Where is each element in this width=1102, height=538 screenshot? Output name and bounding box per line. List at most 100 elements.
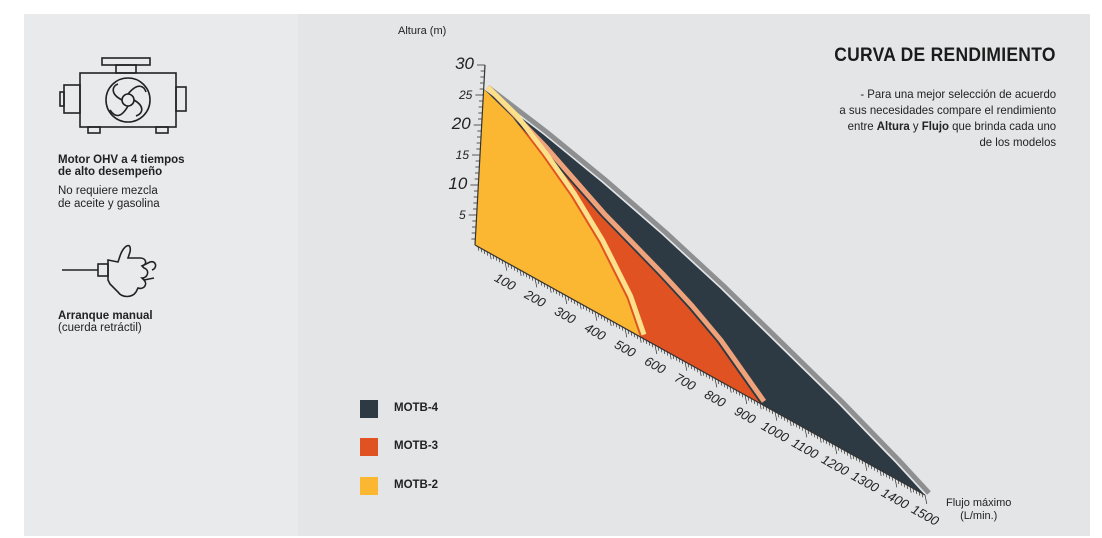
x-tick-mark xyxy=(669,353,672,360)
x-tick-mark xyxy=(771,409,774,415)
x-tick-mark xyxy=(498,258,501,263)
x-tick-mark xyxy=(717,379,720,385)
x-tick-mark xyxy=(897,479,900,485)
x-tick-mark xyxy=(687,363,690,368)
x-tick-mark xyxy=(633,333,636,338)
x-tick-mark xyxy=(720,381,723,386)
x-tick-mark xyxy=(492,254,495,260)
x-tick-mark xyxy=(762,404,765,410)
x-tick-mark xyxy=(861,459,864,465)
x-tick-mark xyxy=(693,366,696,371)
x-tick-mark xyxy=(519,269,522,277)
x-tick-mark xyxy=(900,481,903,486)
chart-description: - Para una mejor selección de acuerdo a … xyxy=(839,86,1056,150)
x-tick-mark xyxy=(540,281,543,286)
x-tick-mark xyxy=(915,489,918,495)
x-tick-mark xyxy=(522,271,525,276)
x-tick-mark xyxy=(825,439,828,445)
x-tick-mark xyxy=(537,279,540,285)
x-tick-mark xyxy=(654,344,658,355)
x-tick-mark xyxy=(729,386,732,393)
legend-swatch-motb4 xyxy=(360,400,378,418)
x-tick-mark xyxy=(798,424,801,430)
x-tick-mark xyxy=(741,393,744,398)
x-tick-label: 1500 xyxy=(909,501,942,529)
x-tick-mark xyxy=(639,336,642,343)
legend-swatch-motb3 xyxy=(360,438,378,456)
x-tick-label: 100 xyxy=(492,270,519,294)
x-tick-mark xyxy=(645,339,648,345)
desc-line-1: - Para una mejor selección de acuerdo xyxy=(860,87,1056,101)
x-tick-mark xyxy=(855,456,858,461)
x-tick-mark xyxy=(777,413,780,418)
x-tick-mark xyxy=(561,293,564,298)
feature-engine-desc: No requiere mezcla xyxy=(58,185,158,197)
x-tick-mark xyxy=(804,428,808,438)
x-tick-mark xyxy=(876,468,879,473)
x-tick-mark xyxy=(678,358,681,363)
x-tick-mark xyxy=(867,463,870,468)
x-tick-label: 1000 xyxy=(759,418,792,446)
x-tick-label: 300 xyxy=(552,303,579,327)
x-tick-mark xyxy=(831,443,834,448)
x-tick-mark xyxy=(918,491,921,496)
feature-engine-title: Motor OHV a 4 tiempos xyxy=(58,154,185,166)
x-tick-label: 900 xyxy=(732,403,759,427)
x-tick-mark xyxy=(753,399,756,405)
x-tick-mark xyxy=(906,484,909,490)
x-tick-mark xyxy=(612,321,615,326)
x-tick-mark xyxy=(909,486,912,493)
x-tick-mark xyxy=(837,446,840,451)
x-tick-mark xyxy=(894,478,898,488)
x-tick-mark xyxy=(597,313,600,318)
x-axis-label-line-1: Flujo máximo xyxy=(946,497,1012,509)
x-tick-mark xyxy=(684,361,688,371)
pull-start-icon xyxy=(62,244,157,298)
x-tick-mark xyxy=(696,368,699,373)
x-tick-mark xyxy=(642,338,645,343)
series-edge-motb3 xyxy=(485,85,767,403)
x-tick-mark xyxy=(549,286,552,293)
x-tick-mark xyxy=(846,451,849,456)
x-tick-mark xyxy=(819,436,822,443)
x-tick-mark xyxy=(501,259,504,265)
series-edge-motb4 xyxy=(486,85,931,495)
x-tick-mark xyxy=(675,356,678,361)
x-tick-mark xyxy=(732,388,735,393)
x-tick-mark xyxy=(885,473,888,478)
x-tick-mark xyxy=(552,288,555,293)
engine-icon xyxy=(59,57,187,134)
legend-label-motb4: MOTB-4 xyxy=(394,402,439,414)
x-tick-mark xyxy=(582,304,585,310)
x-tick-mark xyxy=(774,411,778,421)
x-tick-mark xyxy=(594,311,598,321)
x-tick-mark xyxy=(882,471,885,476)
x-tick-mark xyxy=(759,403,762,410)
x-tick-mark xyxy=(567,296,570,301)
x-tick-mark xyxy=(564,294,568,305)
x-tick-mark xyxy=(903,483,906,488)
x-tick-mark xyxy=(576,301,579,306)
x-tick-mark xyxy=(525,273,528,278)
x-tick-mark xyxy=(513,266,516,271)
x-tick-mark xyxy=(816,434,819,440)
x-tick-mark xyxy=(636,334,639,340)
desc-text: entre xyxy=(847,119,877,133)
x-tick-mark xyxy=(507,263,510,268)
x-tick-mark xyxy=(744,394,748,405)
x-tick-mark xyxy=(480,248,483,253)
x-tick-label: 1300 xyxy=(849,468,882,496)
x-tick-mark xyxy=(699,369,702,377)
y-tick-label: 25 xyxy=(458,88,473,102)
feature-start-title: Arranque manual xyxy=(58,310,153,322)
x-tick-mark xyxy=(711,376,714,381)
desc-line-2: a sus necesidades compare el rendimiento xyxy=(839,103,1056,117)
x-tick-mark xyxy=(477,246,480,251)
x-tick-mark xyxy=(588,308,591,313)
x-tick-mark xyxy=(786,418,789,423)
x-tick-mark xyxy=(705,373,708,378)
x-tick-mark xyxy=(768,408,771,413)
x-tick-label: 1100 xyxy=(789,435,821,462)
x-axis-label: Flujo máximo (L/min.) xyxy=(946,497,1011,523)
